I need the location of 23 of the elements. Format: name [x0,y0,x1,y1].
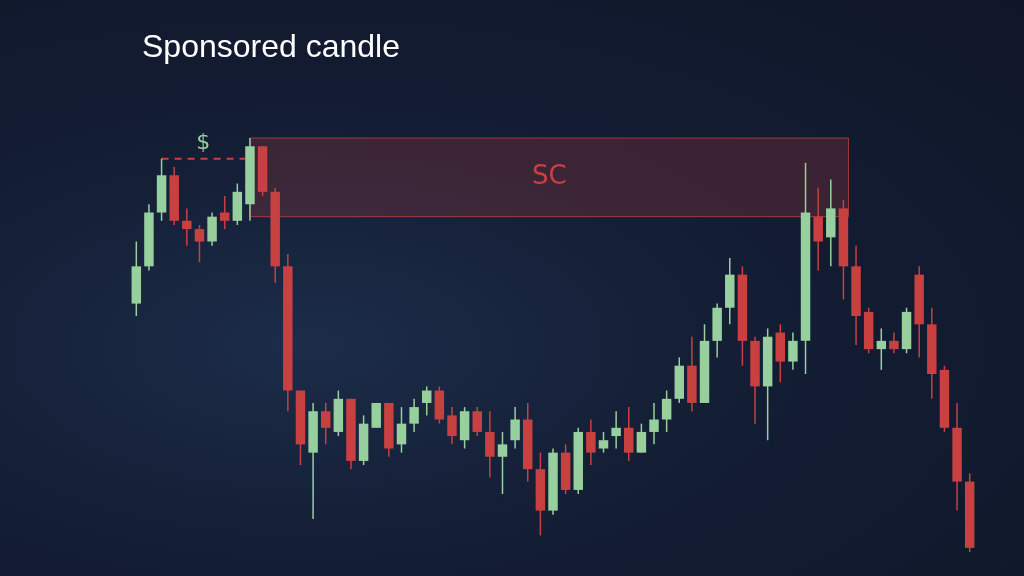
candlestick [611,410,621,450]
candlestick [320,402,331,446]
ref-line-label: $ [196,129,211,155]
candlestick [219,195,230,230]
candlestick [497,431,508,495]
candlestick [472,406,482,437]
candlestick [876,327,887,371]
candlestick [510,406,520,450]
candlestick [636,422,647,454]
candlestick [396,406,407,454]
candlestick [586,418,596,466]
candlestick [182,207,192,247]
candlestick [598,431,609,454]
candlestick [661,389,672,433]
candlestick [409,398,419,433]
candlestick [788,331,798,371]
candlestick [194,224,205,263]
candlestick [649,402,659,446]
chart-title: Sponsored candle [142,28,400,65]
candlestick [447,406,457,446]
band-label: SC [531,160,567,191]
candlestick [422,385,432,417]
candlestick [889,331,899,355]
